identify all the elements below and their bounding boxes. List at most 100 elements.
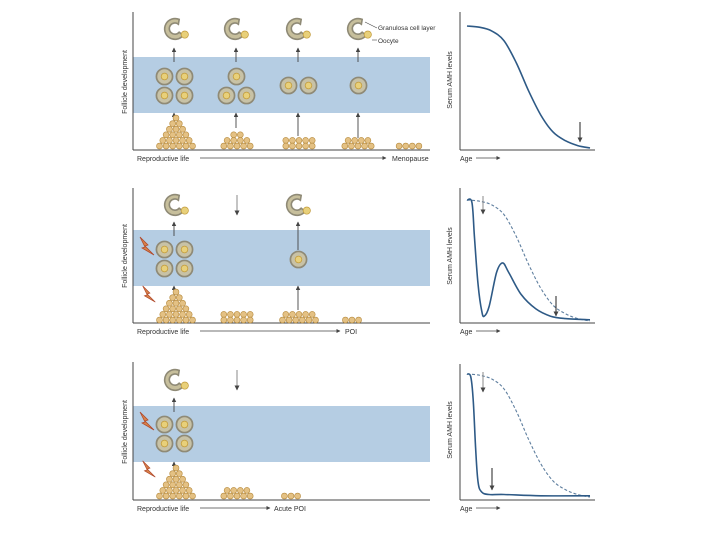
primordial-follicle (162, 131, 170, 139)
growing-follicle (155, 240, 174, 259)
primordial-follicle (179, 487, 186, 494)
growing-follicle (175, 67, 194, 86)
primordial-follicle (281, 492, 288, 500)
primordial-follicle (172, 299, 180, 307)
primordial-follicle (169, 316, 176, 324)
antral-follicle (223, 17, 250, 41)
growing-follicle (227, 67, 246, 86)
primordial-follicle (282, 311, 290, 318)
primordial-follicle (176, 492, 183, 500)
primordial-follicle (166, 487, 173, 494)
follicle-development-label: Follicle development (122, 50, 129, 114)
primordial-follicle (395, 142, 403, 150)
primordial-follicle (240, 492, 247, 500)
primordial-follicle (402, 142, 409, 150)
primordial-follicle (166, 475, 173, 483)
primordial-follicle (282, 137, 290, 144)
primordial-follicle (176, 305, 183, 313)
primordial-follicle (295, 142, 303, 150)
primordial-follicle (342, 316, 349, 324)
primordial-follicle (179, 299, 186, 307)
primordial-pool (342, 316, 362, 324)
primordial-follicle (246, 142, 254, 150)
growing-follicle (175, 434, 194, 453)
primordial-follicle (312, 316, 319, 324)
amh-y-label: Serum AMH levels (447, 401, 454, 459)
primordial-follicle (243, 487, 251, 494)
primordial-follicle (162, 305, 170, 313)
primordial-pool (156, 288, 196, 324)
follicle-development-label: Follicle development (122, 224, 129, 288)
primordial-follicle (364, 137, 372, 144)
primordial-pool (156, 464, 196, 500)
growing-follicle (175, 240, 194, 259)
primordial-follicle (172, 114, 180, 122)
growing-follicle (155, 434, 174, 453)
amh-x-label: Age (460, 506, 473, 513)
primordial-follicle (289, 311, 296, 318)
primordial-follicle (169, 305, 176, 313)
growing-follicle (175, 415, 194, 434)
primordial-follicle (348, 142, 355, 150)
primordial-follicle (179, 137, 186, 144)
primordial-follicle (172, 288, 180, 296)
amh-y-label: Serum AMH levels (447, 227, 454, 285)
primordial-follicle (172, 311, 180, 318)
primordial-follicle (302, 142, 309, 150)
primordial-follicle (169, 294, 176, 301)
primordial-follicle (302, 137, 309, 144)
primordial-follicle (240, 311, 247, 318)
primordial-follicle (159, 137, 167, 144)
primordial-follicle (358, 137, 365, 144)
primordial-follicle (166, 311, 173, 318)
primordial-follicle (237, 487, 244, 494)
primordial-follicle (233, 311, 241, 318)
panel-poi: Follicle development Reproductive life P… (122, 188, 595, 336)
x-label-right: Acute POI (274, 506, 306, 513)
primordial-follicle (246, 316, 254, 324)
primordial-follicle (189, 492, 196, 500)
follicle-band (133, 230, 430, 286)
primordial-follicle (367, 142, 375, 150)
growing-follicle (349, 76, 368, 95)
amh-curve (466, 198, 591, 321)
amh-x-label: Age (460, 156, 473, 163)
primordial-follicle (169, 470, 176, 477)
amh-x-label: Age (460, 329, 473, 336)
primordial-follicle (243, 137, 251, 144)
primordial-follicle (162, 481, 170, 489)
primordial-follicle (162, 316, 170, 324)
primordial-follicle (169, 481, 176, 489)
primordial-follicle (176, 470, 183, 477)
antral-follicle (163, 17, 190, 41)
primordial-pool (279, 311, 319, 324)
primordial-follicle (179, 311, 186, 318)
primordial-follicle (176, 294, 183, 301)
x-label-left: Reproductive life (137, 156, 189, 163)
primordial-follicle (220, 492, 228, 500)
growing-follicle (155, 86, 174, 105)
primordial-follicle (308, 137, 316, 144)
primordial-follicle (156, 142, 163, 150)
primordial-follicle (223, 137, 231, 144)
primordial-follicle (182, 316, 190, 324)
primordial-follicle (230, 131, 237, 139)
primordial-follicle (159, 311, 167, 318)
lightning-icon (142, 460, 156, 478)
x-label-right: Menopause (392, 156, 429, 163)
primordial-follicle (172, 125, 180, 133)
primordial-follicle (227, 492, 234, 500)
primordial-follicle (409, 142, 416, 150)
primordial-follicle (172, 464, 180, 472)
primordial-follicle (282, 142, 290, 150)
primordial-follicle (233, 142, 241, 150)
primordial-follicle (176, 481, 183, 489)
primordial-follicle (287, 492, 295, 500)
primordial-follicle (169, 131, 176, 139)
primordial-follicle (156, 316, 163, 324)
primordial-follicle (185, 487, 193, 494)
antral-follicle (346, 17, 373, 41)
primordial-follicle (246, 492, 254, 500)
panel-acute-poi: Follicle development Reproductive life A… (122, 362, 595, 513)
